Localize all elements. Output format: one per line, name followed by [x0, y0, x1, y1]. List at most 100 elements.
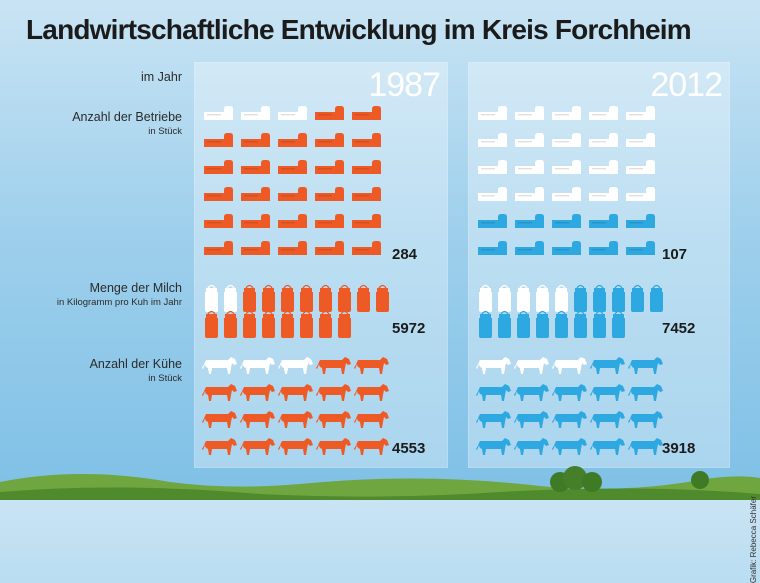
- milchkanne-icon-1987-11: [205, 310, 218, 338]
- kuh-icon-2012-6: [476, 384, 511, 401]
- betrieb-icon-2012-24: [589, 214, 618, 228]
- header-label: im Jahr: [141, 70, 182, 84]
- milchkanne-icon-1987-9: [357, 284, 370, 312]
- milchkanne-icon-2012-3: [517, 284, 530, 312]
- milchkanne-icon-2012-8: [612, 284, 625, 312]
- betrieb-icon-1987-24: [315, 214, 344, 228]
- kuh-icon-2012-1: [476, 357, 511, 374]
- betrieb-icon-1987-5: [352, 106, 381, 120]
- betrieb-icon-1987-23: [278, 214, 307, 228]
- milchkanne-icon-1987-18: [338, 310, 351, 338]
- betrieb-icon-1987-25: [352, 214, 381, 228]
- kuh-icon-1987-6: [202, 384, 237, 401]
- kuh-icon-1987-18: [278, 438, 313, 455]
- betrieb-icon-1987-16: [204, 187, 233, 201]
- panel-1987: 1987: [194, 62, 448, 468]
- milchkanne-icon-2012-10: [650, 284, 663, 312]
- milchkanne-icon-1987-12: [224, 310, 237, 338]
- milchkanne-icon-1987-10: [376, 284, 389, 312]
- milchkanne-icon-2012-4: [536, 284, 549, 312]
- milchkanne-icon-2012-9: [631, 284, 644, 312]
- row-label-betriebe-unit: in Stück: [148, 126, 182, 137]
- betrieb-icon-2012-10: [626, 133, 655, 147]
- betrieb-icon-1987-1: [204, 106, 233, 120]
- milchkanne-icon-2012-5: [555, 284, 568, 312]
- betrieb-icon-1987-6: [204, 133, 233, 147]
- row-label-betriebe-title: Anzahl der Betriebe: [72, 110, 182, 124]
- betrieb-icon-2012-29: [589, 241, 618, 255]
- value-milch-2012: 7452: [662, 320, 696, 337]
- kuh-icon-2012-2: [514, 357, 549, 374]
- row-label-betriebe: Anzahl der Betriebe in Stück: [72, 110, 182, 137]
- betrieb-icon-1987-26: [204, 241, 233, 255]
- betrieb-icon-1987-29: [315, 241, 344, 255]
- milchkanne-icon-2012-11: [479, 310, 492, 338]
- kuh-icon-2012-18: [552, 438, 587, 455]
- icon-grid: [202, 106, 663, 455]
- value-kuehe-2012: 3918: [662, 440, 696, 457]
- milchkanne-icon-1987-2: [224, 284, 237, 312]
- milchkanne-icon-1987-5: [281, 284, 294, 312]
- betrieb-icon-2012-19: [589, 187, 618, 201]
- year-label-1987: 1987: [368, 66, 441, 104]
- milchkanne-icon-2012-16: [574, 310, 587, 338]
- kuh-icon-1987-13: [278, 411, 313, 428]
- year-label-2012: 2012: [650, 66, 723, 104]
- betrieb-icon-2012-13: [552, 160, 581, 174]
- milchkanne-icon-2012-14: [536, 310, 549, 338]
- row-label-milch-unit: in Kilogramm pro Kuh im Jahr: [56, 297, 182, 308]
- kuh-icon-1987-14: [316, 411, 351, 428]
- betrieb-icon-1987-2: [241, 106, 270, 120]
- betrieb-icon-1987-4: [315, 106, 344, 120]
- kuh-icon-2012-10: [628, 384, 663, 401]
- milchkanne-icon-1987-1: [205, 284, 218, 312]
- betrieb-icon-2012-4: [589, 106, 618, 120]
- milchkanne-icon-2012-13: [517, 310, 530, 338]
- betrieb-icon-1987-19: [315, 187, 344, 201]
- betrieb-icon-1987-12: [241, 160, 270, 174]
- kuh-icon-1987-9: [316, 384, 351, 401]
- betrieb-icon-1987-17: [241, 187, 270, 201]
- betrieb-icon-1987-22: [241, 214, 270, 228]
- kuh-icon-2012-16: [476, 438, 511, 455]
- betrieb-icon-1987-30: [352, 241, 381, 255]
- value-kuehe-1987: 4553: [392, 440, 426, 457]
- kuh-icon-1987-12: [240, 411, 275, 428]
- milchkanne-icon-2012-18: [612, 310, 625, 338]
- betrieb-icon-1987-15: [352, 160, 381, 174]
- betrieb-icon-2012-11: [478, 160, 507, 174]
- betrieb-icon-1987-8: [278, 133, 307, 147]
- betrieb-icon-1987-18: [278, 187, 307, 201]
- betrieb-icon-1987-21: [204, 214, 233, 228]
- kuh-icon-1987-8: [278, 384, 313, 401]
- landscape-hills: [0, 466, 760, 500]
- milchkanne-icon-2012-15: [555, 310, 568, 338]
- betrieb-icon-2012-25: [626, 214, 655, 228]
- betrieb-icon-2012-15: [626, 160, 655, 174]
- kuh-icon-1987-2: [240, 357, 275, 374]
- milchkanne-icon-2012-1: [479, 284, 492, 312]
- kuh-icon-1987-11: [202, 411, 237, 428]
- milchkanne-icon-1987-14: [262, 310, 275, 338]
- kuh-icon-2012-7: [514, 384, 549, 401]
- kuh-icon-2012-8: [552, 384, 587, 401]
- betrieb-icon-2012-8: [552, 133, 581, 147]
- betrieb-icon-1987-27: [241, 241, 270, 255]
- kuh-icon-2012-4: [590, 357, 625, 374]
- milchkanne-icon-2012-6: [574, 284, 587, 312]
- milchkanne-icon-2012-12: [498, 310, 511, 338]
- betrieb-icon-2012-20: [626, 187, 655, 201]
- kuh-icon-2012-13: [552, 411, 587, 428]
- milchkanne-icon-1987-7: [319, 284, 332, 312]
- kuh-icon-1987-19: [316, 438, 351, 455]
- betrieb-icon-1987-13: [278, 160, 307, 174]
- kuh-icon-2012-9: [590, 384, 625, 401]
- betrieb-icon-2012-28: [552, 241, 581, 255]
- betrieb-icon-2012-9: [589, 133, 618, 147]
- value-milch-1987: 5972: [392, 320, 426, 337]
- kuh-icon-1987-7: [240, 384, 275, 401]
- betrieb-icon-2012-26: [478, 241, 507, 255]
- image-credit: Grafik: Rebecca Schäfer: [749, 496, 758, 583]
- betrieb-icon-2012-2: [515, 106, 544, 120]
- kuh-icon-1987-5: [354, 357, 389, 374]
